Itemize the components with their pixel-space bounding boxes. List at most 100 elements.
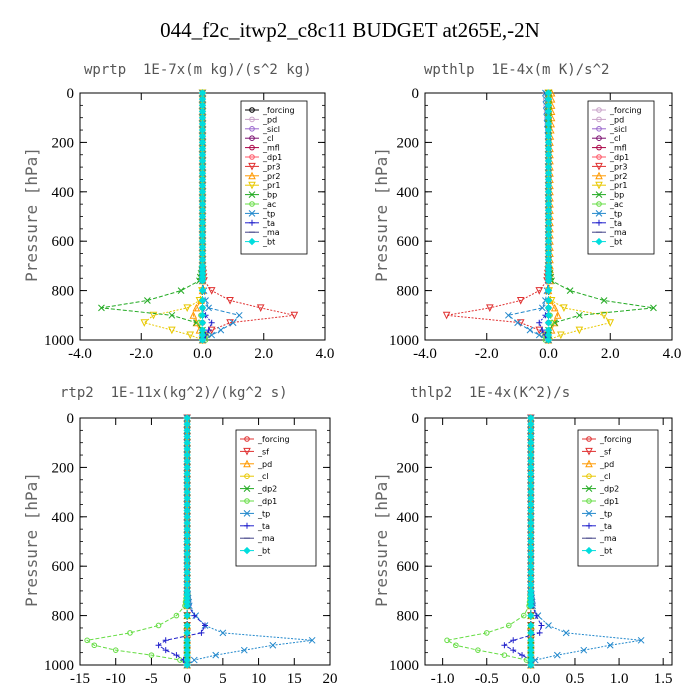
legend-marker: [244, 473, 250, 480]
legend-marker: [249, 154, 255, 160]
series-line-tp: [530, 418, 642, 666]
legend-marker: [595, 171, 603, 180]
y-tick-label: 0: [412, 411, 420, 427]
legend-label: _pd: [262, 115, 277, 124]
data-point: [235, 311, 243, 319]
legend-marker: [244, 436, 250, 442]
data-point: [557, 331, 565, 340]
data-point: [229, 319, 237, 327]
legend-marker: [243, 459, 251, 468]
legend-label: _cl: [257, 472, 269, 481]
data-point: [98, 304, 105, 312]
data-point: [155, 642, 162, 649]
data-point: [162, 637, 169, 644]
data-point: [162, 647, 169, 654]
legend-label: _dp1: [599, 497, 619, 506]
x-tick-label: 1.0: [610, 671, 629, 687]
data-point: [112, 647, 119, 653]
legend-label: _bt: [609, 238, 622, 247]
legend-marker: [595, 162, 603, 171]
data-point: [168, 311, 176, 319]
x-tick-label: 0.0: [539, 346, 558, 362]
data-point: [606, 641, 614, 649]
legend-marker: [244, 498, 250, 504]
data-point: [149, 311, 158, 320]
x-tick-label: -0.5: [475, 671, 499, 687]
data-point: [544, 319, 553, 327]
legend-box: [235, 429, 317, 567]
data-point: [526, 326, 534, 334]
y-tick-label: 0: [412, 86, 420, 102]
legend-label: _forcing: [262, 106, 295, 115]
y-tick-label: 1000: [389, 658, 419, 674]
data-point: [544, 277, 553, 285]
y-tick-label: 200: [397, 460, 420, 476]
legend-label: _ma: [609, 228, 627, 237]
data-point: [501, 652, 508, 658]
data-point: [544, 296, 553, 305]
legend-marker: [596, 154, 602, 160]
x-tick-label: 0.5: [566, 671, 585, 687]
legend-marker: [249, 126, 255, 132]
legend-marker: [585, 510, 593, 517]
legend-marker: [585, 459, 593, 468]
legend-label: _forcing: [257, 435, 290, 444]
legend-marker: [586, 522, 592, 529]
data-point: [290, 311, 299, 320]
legend-marker: [596, 107, 602, 113]
data-point: [600, 311, 608, 320]
legend-label: _tp: [609, 209, 622, 218]
data-point: [580, 646, 588, 654]
series-line-dp1: [85, 418, 188, 666]
data-point: [510, 647, 517, 654]
legend-label: _pr1: [262, 181, 280, 190]
data-point: [198, 296, 207, 305]
legend-marker: [249, 107, 255, 113]
data-point: [483, 630, 490, 636]
data-point: [514, 319, 521, 327]
y-tick-label: 1000: [44, 333, 74, 349]
y-tick-label: 0: [67, 86, 75, 102]
legend-marker: [243, 447, 251, 456]
data-point: [208, 331, 216, 339]
legend-box: [577, 429, 659, 567]
legend-marker: [249, 135, 255, 141]
data-point: [144, 297, 151, 304]
legend-marker: [248, 181, 256, 190]
x-tick-label: 20: [323, 671, 338, 687]
data-point: [566, 287, 574, 294]
legend-marker: [243, 510, 251, 517]
data-point: [553, 651, 561, 659]
series-line-dp1: [445, 418, 532, 666]
data-point: [606, 319, 615, 327]
data-point: [192, 303, 201, 312]
data-point: [183, 629, 191, 637]
data-point: [226, 319, 234, 327]
data-point: [207, 287, 216, 295]
y-tick-label: 200: [397, 135, 420, 151]
legend-label: _pr1: [609, 181, 627, 190]
data-point: [442, 311, 451, 320]
y-tick-label: 400: [397, 185, 420, 201]
legend-marker: [249, 116, 255, 123]
data-point: [539, 327, 546, 334]
data-point: [510, 637, 517, 644]
data-point: [453, 642, 459, 649]
x-tick-label: -4.0: [413, 346, 437, 362]
x-tick-label: -1.0: [431, 671, 455, 687]
x-tick-label: -2.0: [129, 346, 153, 362]
data-point: [553, 311, 562, 319]
y-tick-label: 800: [52, 284, 75, 300]
x-tick-label: 15: [287, 671, 302, 687]
legend-marker: [596, 135, 602, 141]
legend-marker: [586, 498, 592, 504]
data-point: [486, 304, 494, 313]
data-point: [226, 296, 234, 305]
data-point: [173, 652, 180, 659]
legend-marker: [243, 485, 251, 492]
legend-marker: [244, 522, 250, 529]
data-point: [190, 656, 198, 664]
legend-marker: [249, 144, 255, 151]
x-tick-label: -10: [106, 671, 126, 687]
legend-marker: [248, 237, 256, 246]
